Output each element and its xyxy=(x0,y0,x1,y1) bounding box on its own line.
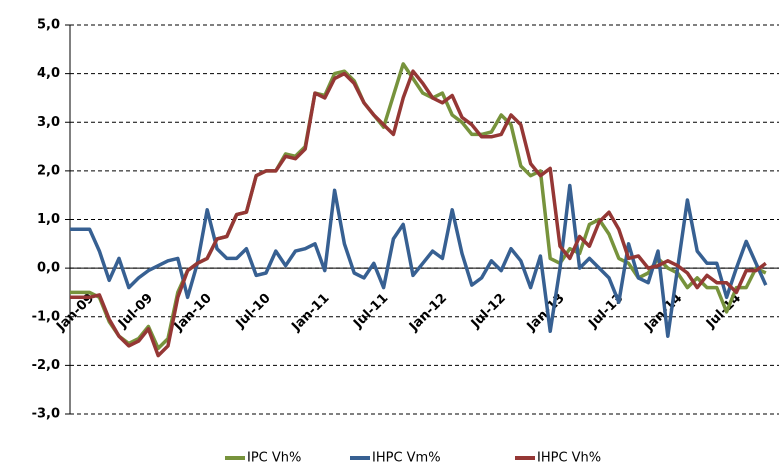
y-tick-label: 4,0 xyxy=(37,66,60,81)
x-tick-label: Jul-10 xyxy=(233,291,274,332)
x-tick-label: Jul-14 xyxy=(703,291,744,332)
y-tick-label: 3,0 xyxy=(37,115,60,130)
y-tick-label: 0,0 xyxy=(37,261,60,276)
line-series xyxy=(70,183,768,338)
legend-label: IHPC Vm% xyxy=(372,451,441,466)
y-tick-label: 5,0 xyxy=(37,18,60,33)
y-tick-label: -1,0 xyxy=(32,309,60,324)
y-tick-label: -3,0 xyxy=(32,407,60,422)
y-tick-label: -2,0 xyxy=(32,358,60,373)
y-tick-label: 1,0 xyxy=(37,212,60,227)
line-series xyxy=(70,69,767,358)
x-tick-label: Jan-11 xyxy=(288,291,332,335)
legend-item: IHPC Vh% xyxy=(515,451,601,466)
legend-item: IPC Vh% xyxy=(225,451,301,466)
legend-label: IPC Vh% xyxy=(247,451,301,466)
y-tick-label: 2,0 xyxy=(37,163,60,178)
legend-label: IHPC Vh% xyxy=(537,451,601,466)
x-tick-label: Jan-12 xyxy=(406,291,450,335)
x-tick-label: Jul-12 xyxy=(468,291,509,332)
legend-item: IHPC Vm% xyxy=(350,451,441,466)
x-tick-label: Jul-11 xyxy=(350,291,391,332)
